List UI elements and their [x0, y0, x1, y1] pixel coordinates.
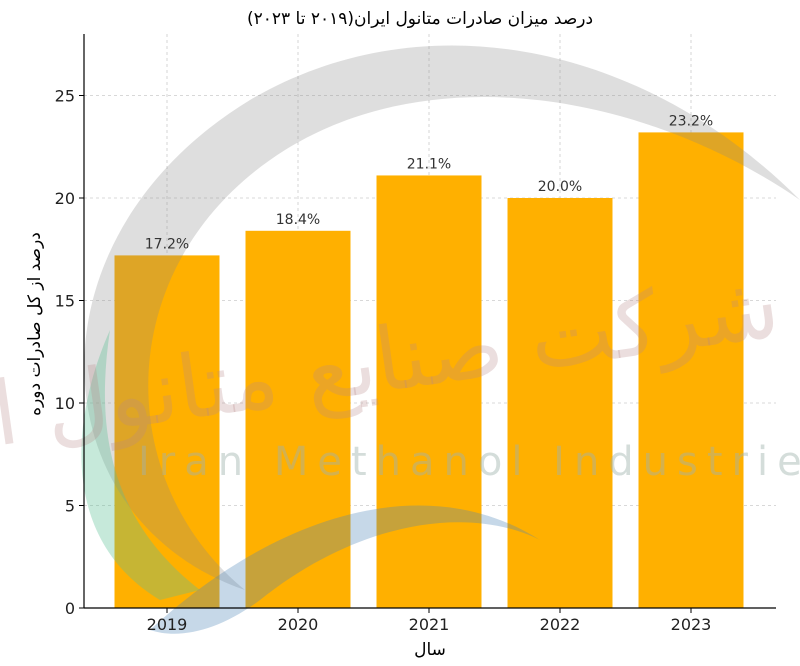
data-label-2021: 21.1% [407, 156, 451, 172]
chart-title: درصد میزان صادرات متانول ایران(۲۰۱۹ تا ۲… [247, 9, 593, 29]
x-tick-label-2023: 2023 [671, 615, 712, 634]
x-tick-label-2021: 2021 [409, 615, 450, 634]
bar-2023 [638, 132, 744, 608]
x-axis-label: سال [414, 640, 446, 660]
bar-2022 [507, 198, 613, 608]
x-tick-label-2022: 2022 [540, 615, 581, 634]
watermark-swoosh-gray [84, 45, 800, 590]
y-tick-label-1: 5 [65, 497, 75, 516]
data-label-2019: 17.2% [145, 236, 189, 252]
data-label-2023: 23.2% [669, 113, 713, 129]
y-axis-label: درصد از کل صادرات دوره [25, 232, 45, 416]
data-labels: 17.2% 18.4% 21.1% 20.0% 23.2% [145, 113, 713, 252]
y-tick-label-4: 20 [55, 189, 75, 208]
data-label-2020: 18.4% [276, 212, 320, 228]
bar-2020 [245, 230, 351, 609]
bar-2021 [376, 175, 482, 608]
watermark-swoosh-blue [150, 505, 540, 634]
x-tick-label-2019: 2019 [147, 615, 188, 634]
y-tick-label-5: 25 [55, 87, 75, 106]
y-axis-ticks: 0 5 10 15 20 25 [55, 87, 84, 618]
data-label-2022: 20.0% [538, 179, 582, 195]
bars [114, 132, 744, 609]
x-axis-ticks: 2019 2020 2021 2022 2023 [147, 608, 712, 634]
bar-2019 [114, 255, 220, 608]
watermark-swoosh-green [81, 330, 200, 600]
x-tick-label-2020: 2020 [278, 615, 319, 634]
y-tick-label-3: 15 [55, 292, 75, 311]
y-tick-label-0: 0 [65, 599, 75, 618]
y-tick-label-2: 10 [55, 394, 75, 413]
watermark-text-en: Iran Methanol Industries Co [138, 439, 800, 485]
